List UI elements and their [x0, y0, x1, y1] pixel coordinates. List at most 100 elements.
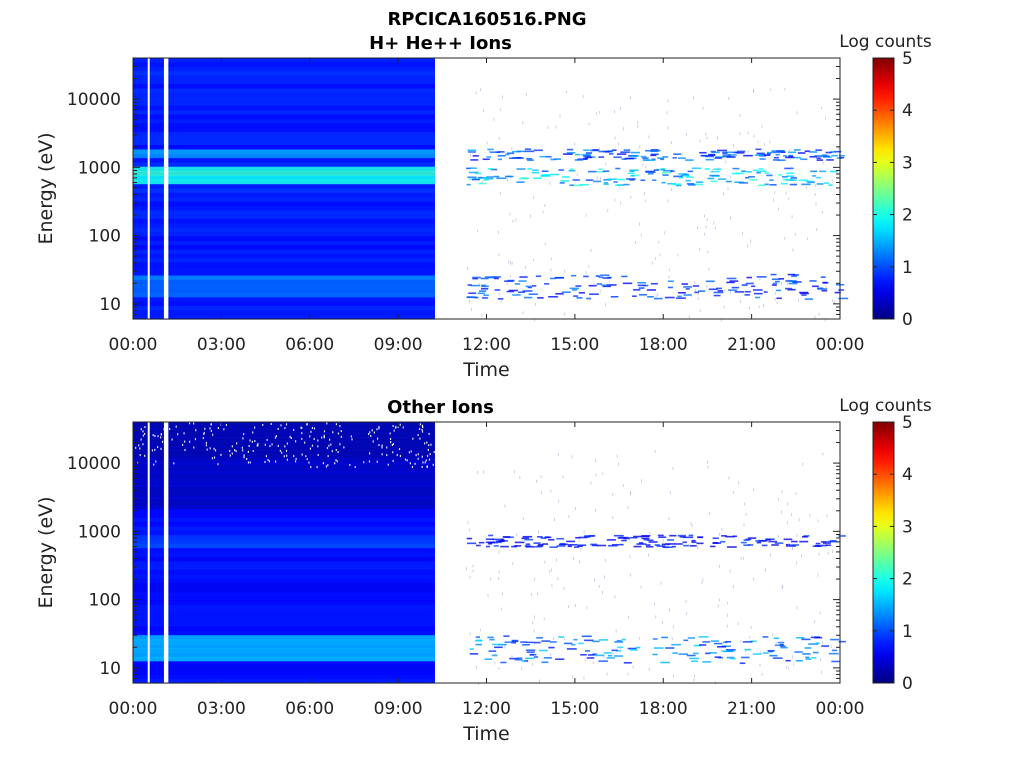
sparse-speck	[787, 502, 789, 506]
noise-speck	[415, 454, 417, 457]
noise-speck	[335, 459, 337, 462]
sparse-speck	[544, 242, 546, 246]
sparse-speck	[787, 281, 789, 285]
sparse-speck	[618, 142, 620, 146]
noise-speck	[247, 461, 250, 464]
noise-speck	[206, 448, 208, 451]
sparse-band-mark	[493, 545, 499, 547]
sparse-band-mark	[773, 159, 780, 161]
sparse-band-mark	[687, 637, 696, 639]
sparse-band-mark	[677, 295, 682, 298]
noise-speck	[309, 447, 312, 450]
sparse-band-mark	[585, 152, 593, 154]
noise-speck	[317, 439, 319, 442]
sparse-band-mark	[699, 151, 707, 154]
sparse-band-mark	[685, 179, 691, 182]
sparse-band-mark	[695, 183, 703, 186]
sparse-band-mark	[553, 158, 562, 160]
sparse-band-mark	[743, 154, 753, 157]
sparse-band-mark	[766, 151, 773, 154]
sparse-band-mark	[747, 537, 757, 539]
sparse-speck	[773, 198, 775, 202]
sparse-speck	[819, 611, 821, 615]
x-tick-label: 03:00	[197, 699, 246, 719]
noise-speck	[300, 426, 302, 429]
sparse-speck	[747, 131, 749, 135]
sparse-band-mark	[691, 541, 697, 544]
sparse-speck	[691, 294, 692, 298]
sparse-band-mark	[771, 150, 779, 152]
sparse-band-mark	[494, 289, 501, 291]
sparse-band-mark	[500, 545, 509, 548]
sparse-speck	[818, 552, 820, 556]
sparse-band-mark	[467, 149, 477, 152]
sparse-speck	[778, 207, 779, 211]
noise-speck	[154, 434, 156, 437]
sparse-band-mark	[796, 636, 805, 639]
x-tick-label: 09:00	[374, 335, 423, 355]
sparse-band-mark	[714, 157, 722, 159]
sparse-band-mark	[693, 652, 699, 655]
sparse-speck	[747, 150, 749, 154]
sparse-speck	[702, 578, 704, 582]
noise-speck	[257, 443, 259, 446]
sparse-band-mark	[497, 151, 505, 153]
sparse-speck	[702, 106, 704, 110]
sparse-speck	[550, 489, 552, 493]
sparse-speck	[717, 604, 719, 608]
sparse-speck	[697, 546, 698, 550]
sparse-band-mark	[833, 150, 842, 153]
energy-row	[133, 166, 435, 172]
sparse-band-mark	[601, 284, 610, 287]
sparse-band-mark	[768, 540, 778, 543]
sparse-speck	[630, 96, 631, 100]
sparse-band-mark	[484, 178, 494, 180]
sparse-band-mark	[579, 183, 589, 186]
sparse-speck	[775, 291, 777, 295]
sparse-band-mark	[543, 657, 552, 659]
sparse-band-mark	[488, 650, 497, 652]
energy-row	[133, 305, 435, 311]
sparse-speck	[717, 136, 718, 140]
sparse-band-mark	[472, 178, 480, 181]
sparse-speck	[599, 176, 601, 180]
sparse-speck	[509, 274, 511, 278]
noise-speck	[391, 444, 393, 447]
sparse-speck	[512, 219, 514, 223]
sparse-band-mark	[782, 176, 788, 178]
sparse-speck	[706, 136, 708, 140]
sparse-band-mark	[549, 641, 557, 643]
sparse-band-mark	[751, 285, 756, 288]
sparse-band-mark	[475, 544, 481, 547]
sparse-band-mark	[790, 179, 797, 181]
sparse-band-mark	[541, 173, 550, 176]
sparse-speck	[469, 575, 471, 579]
sparse-band-mark	[705, 158, 715, 161]
sparse-band-mark	[470, 284, 481, 287]
panel-title: Other Ions	[387, 397, 494, 418]
sparse-band-mark	[697, 536, 703, 539]
noise-speck	[310, 466, 312, 469]
noise-speck	[306, 423, 308, 426]
noise-speck	[241, 446, 243, 449]
data-gap	[163, 422, 169, 683]
sparse-band-mark	[511, 641, 517, 644]
sparse-band-mark	[777, 159, 786, 161]
noise-speck	[213, 447, 215, 450]
energy-row	[133, 314, 435, 320]
sparse-speck	[713, 221, 715, 225]
sparse-band-mark	[720, 540, 726, 543]
sparse-band-mark	[652, 638, 658, 640]
sparse-band-mark	[524, 545, 531, 547]
sparse-speck	[550, 257, 552, 261]
y-axis-label: Energy (eV)	[35, 132, 57, 244]
colorbar-tick-label: 5	[902, 413, 913, 433]
sparse-band-mark	[716, 287, 722, 290]
sparse-band-mark	[819, 170, 827, 173]
energy-row	[133, 439, 435, 445]
sparse-band-mark	[542, 543, 549, 545]
energy-row	[133, 626, 435, 632]
sparse-band-mark	[761, 544, 768, 547]
sparse-band-mark	[660, 158, 665, 161]
energy-row	[133, 114, 435, 120]
